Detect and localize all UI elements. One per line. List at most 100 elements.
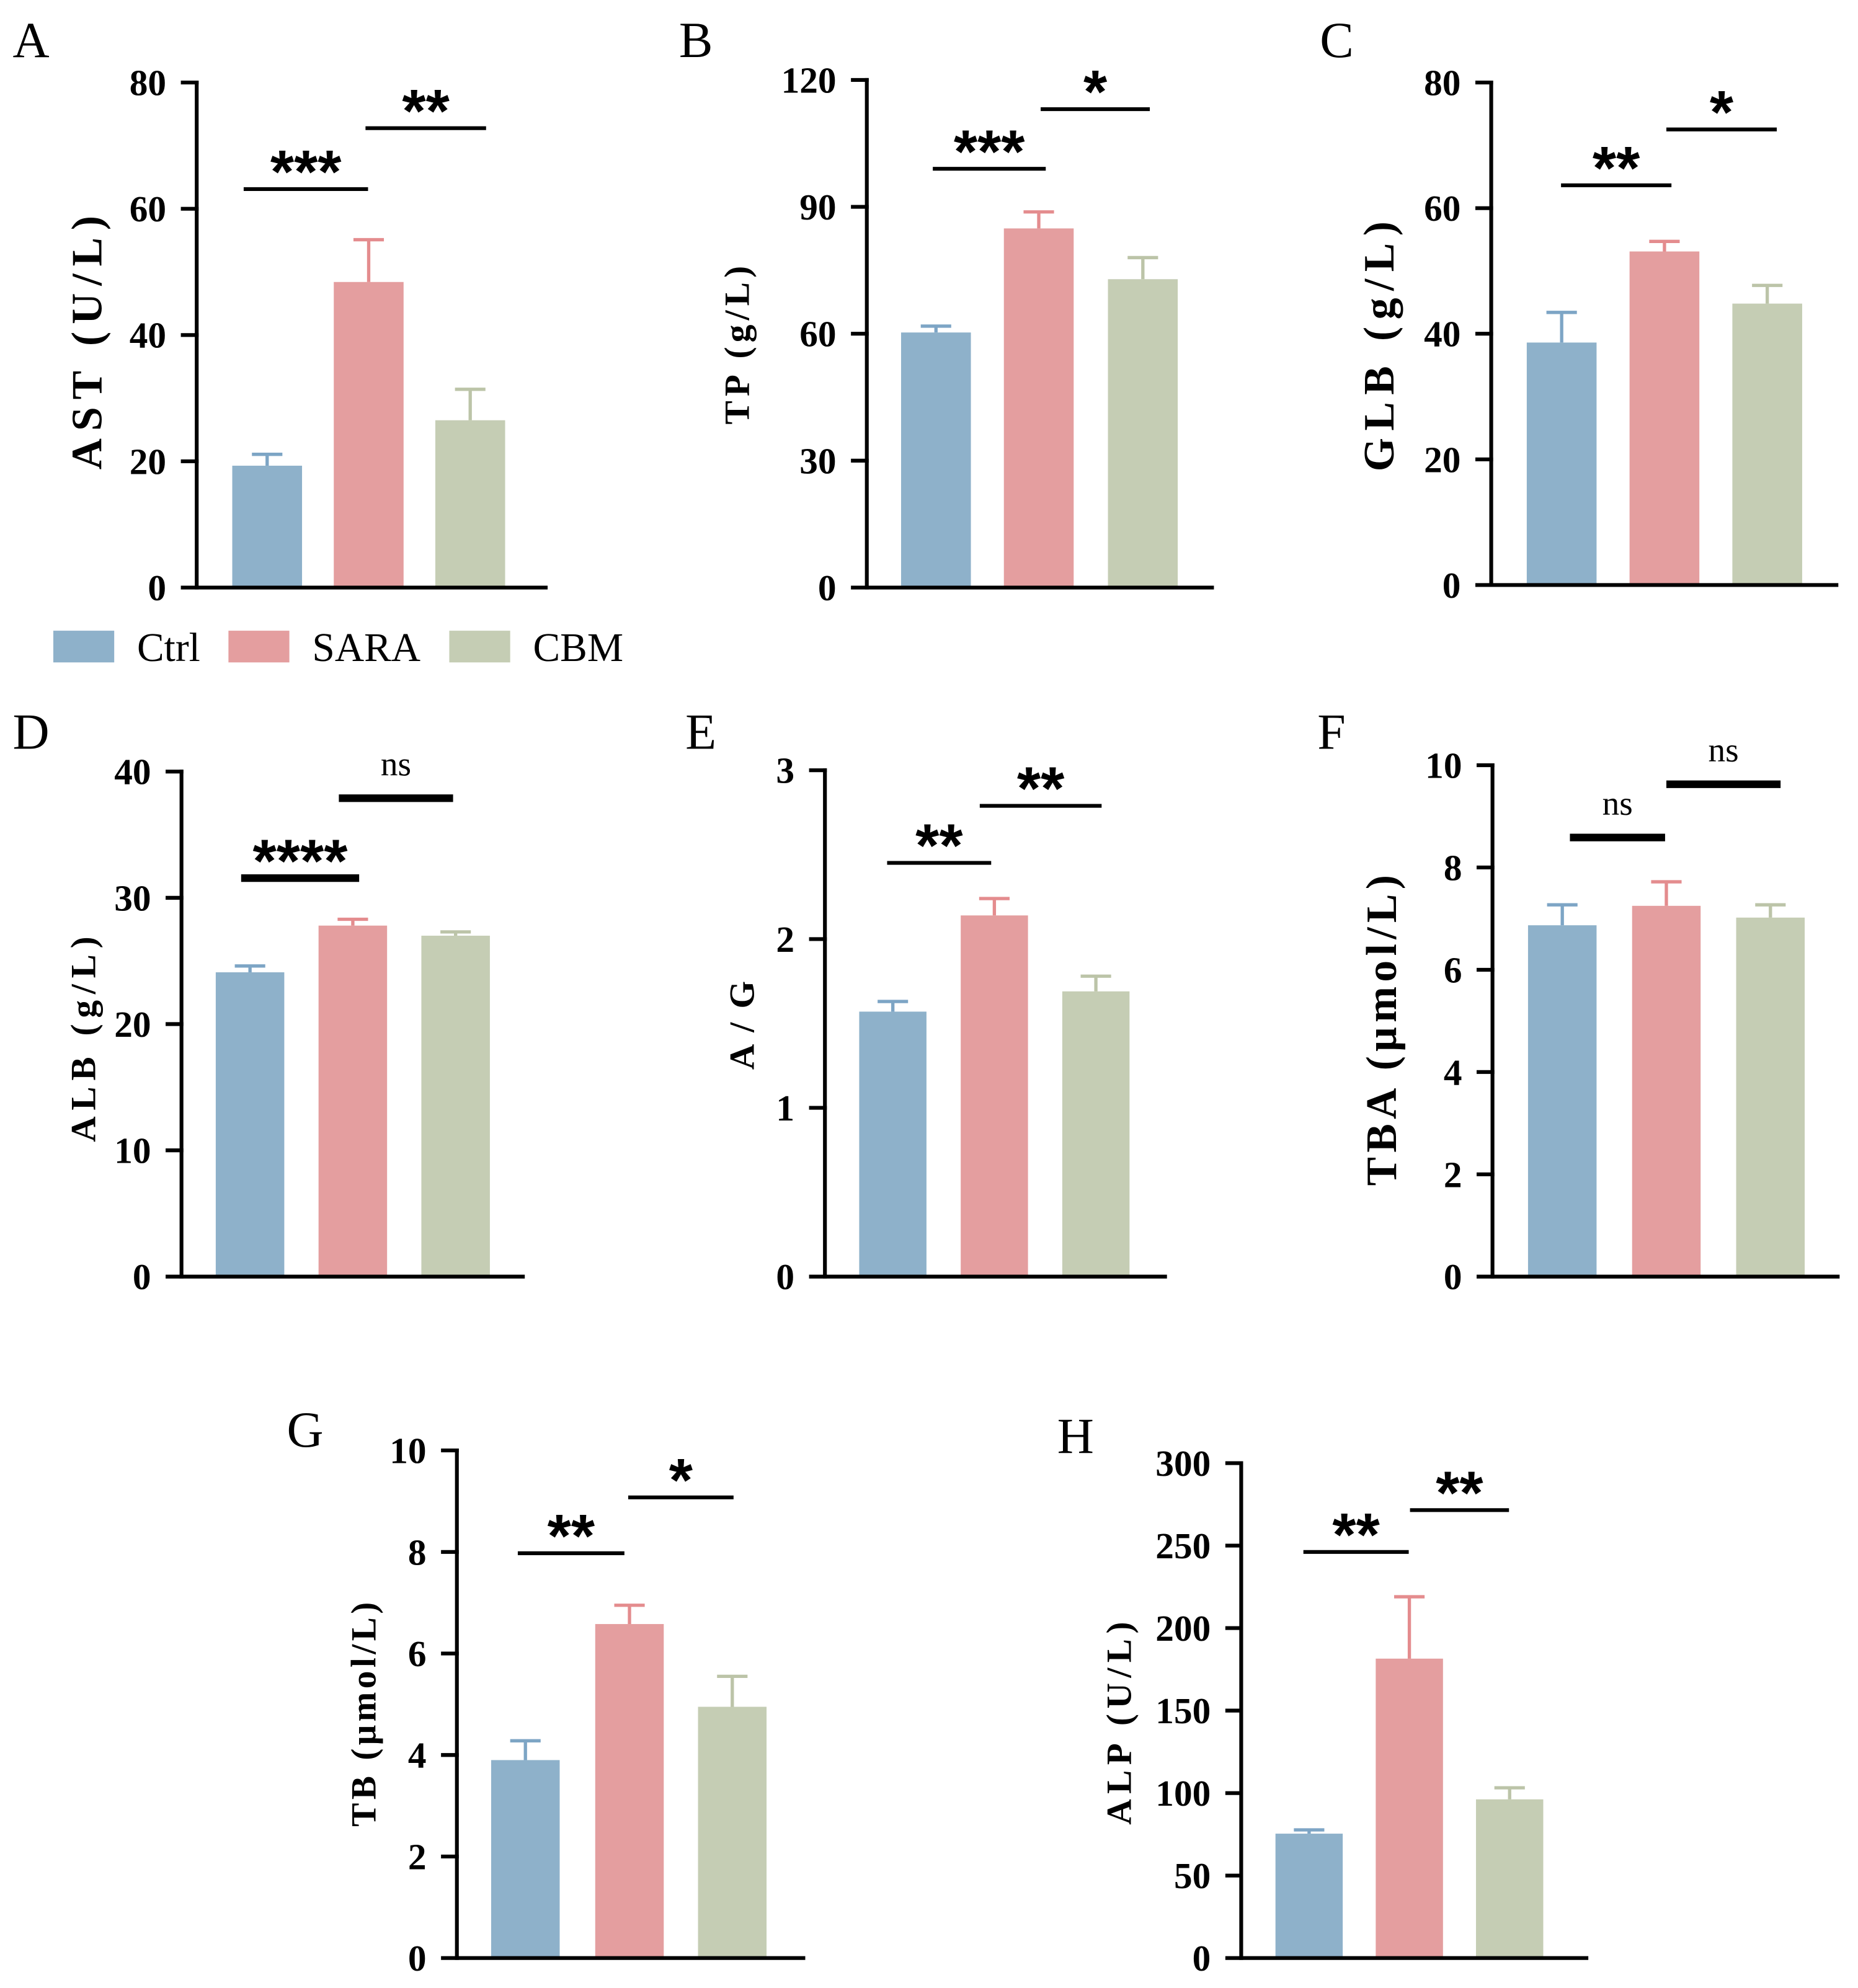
bar-ctrl <box>215 972 285 1277</box>
y-tick-label: 3 <box>776 750 794 791</box>
significance-label: **** <box>253 827 349 895</box>
y-tick-label: 2 <box>1444 1154 1462 1195</box>
bar-cbm <box>1732 303 1802 585</box>
bars-d <box>215 917 490 1277</box>
legend-swatch-ctrl <box>53 631 115 663</box>
bar-sara <box>318 925 388 1277</box>
y-tick-label: 60 <box>799 314 836 355</box>
y-tick-label: 60 <box>130 189 166 229</box>
significance-label: *** <box>954 117 1025 185</box>
y-tick-label: 250 <box>1155 1525 1211 1566</box>
bar-cbm <box>1476 1799 1544 1958</box>
significance-label: ** <box>1017 755 1065 823</box>
y-tick-label: 0 <box>148 567 166 608</box>
legend-label-sara: SARA <box>312 626 420 670</box>
y-tick-label: 0 <box>133 1256 151 1297</box>
y-tick-label: 6 <box>1444 949 1462 990</box>
bar-sara <box>334 282 404 588</box>
bar-ctrl <box>859 1011 927 1277</box>
y-tick-label: 100 <box>1155 1773 1211 1814</box>
y-tick-label: 0 <box>776 1256 794 1297</box>
significance-label: ns <box>1709 731 1739 769</box>
bar-sara <box>1003 228 1074 588</box>
panel-letter-c: C <box>1320 12 1354 68</box>
bar-sara <box>595 1624 664 1958</box>
significance-label: * <box>669 1446 693 1514</box>
bar-cbm <box>698 1706 767 1958</box>
significance-label: * <box>1710 78 1734 146</box>
y-tick-label: 150 <box>1155 1690 1211 1731</box>
y-tick-label: 30 <box>114 877 151 918</box>
y-tick-label: 300 <box>1155 1443 1211 1484</box>
y-tick-label: 0 <box>1193 1938 1211 1979</box>
significance-label: ** <box>402 77 450 145</box>
bars-a <box>232 237 505 588</box>
bars-e <box>859 897 1130 1277</box>
y-tick-label: 10 <box>114 1130 151 1171</box>
bars-c <box>1526 239 1802 585</box>
y-tick-label: 0 <box>408 1938 427 1979</box>
y-axis-label: AST (U/L) <box>64 216 112 469</box>
bar-sara <box>1632 905 1701 1277</box>
bar-ctrl <box>491 1760 560 1958</box>
significance-label: ** <box>1593 134 1640 202</box>
y-tick-label: 60 <box>1424 188 1460 229</box>
bar-cbm <box>1108 279 1178 588</box>
significance-label: ns <box>381 745 411 783</box>
panel-f: F 0 2 4 6 8 10 TBA (μmol/L) ns ns <box>1317 703 1840 1297</box>
bar-ctrl <box>1526 342 1597 585</box>
significance-label: ns <box>1602 784 1633 822</box>
legend-label-cbm: CBM <box>533 626 624 670</box>
y-tick-label: 20 <box>1424 439 1460 480</box>
y-tick-label: 120 <box>781 60 837 100</box>
panel-letter-g: G <box>287 1401 323 1458</box>
y-tick-label: 80 <box>130 63 166 104</box>
y-tick-label: 8 <box>1444 847 1462 888</box>
legend-swatch-cbm <box>449 631 510 663</box>
y-tick-label: 40 <box>1424 314 1460 355</box>
y-tick-label: 50 <box>1174 1855 1211 1896</box>
bar-cbm <box>435 420 505 588</box>
y-axis-label: ALP (U/L) <box>1100 1622 1139 1824</box>
panel-letter-f: F <box>1317 703 1346 760</box>
panel-letter-b: B <box>679 12 713 68</box>
y-tick-label: 4 <box>408 1735 427 1776</box>
legend-label-ctrl: Ctrl <box>137 626 200 670</box>
panel-h: H 0 50 100 150 200 250 300 ALP (U/L) ** ** <box>1057 1408 1589 1979</box>
bar-sara <box>1376 1658 1443 1958</box>
significance-label: ** <box>1332 1501 1380 1569</box>
y-tick-label: 4 <box>1444 1052 1462 1093</box>
panel-e: E 0 1 2 3 A / G ** ** <box>685 703 1167 1297</box>
y-tick-label: 90 <box>799 187 836 228</box>
y-tick-label: 20 <box>130 441 166 482</box>
legend: Ctrl SARA CBM <box>53 626 623 670</box>
y-tick-label: 0 <box>1442 565 1461 606</box>
y-tick-label: 2 <box>776 919 794 960</box>
significance-label: ** <box>915 812 963 880</box>
significance-label: *** <box>270 138 342 206</box>
y-tick-label: 10 <box>1425 745 1462 786</box>
y-tick-label: 8 <box>408 1532 427 1573</box>
y-tick-label: 0 <box>1444 1256 1462 1297</box>
y-tick-label: 200 <box>1155 1608 1211 1649</box>
bar-cbm <box>1062 991 1130 1277</box>
bar-cbm <box>421 935 490 1277</box>
y-tick-label: 30 <box>799 440 836 481</box>
y-axis-label: A / G <box>723 981 762 1070</box>
bars-b <box>900 210 1178 588</box>
significance-label: ** <box>1436 1458 1483 1527</box>
y-tick-label: 1 <box>776 1088 794 1129</box>
y-tick-label: 0 <box>818 567 837 608</box>
y-tick-label: 40 <box>130 315 166 356</box>
bars-f <box>1527 880 1805 1277</box>
panel-letter-a: A <box>12 12 49 68</box>
y-tick-label: 80 <box>1424 63 1460 104</box>
y-tick-label: 2 <box>408 1836 427 1877</box>
y-tick-label: 10 <box>389 1431 426 1471</box>
